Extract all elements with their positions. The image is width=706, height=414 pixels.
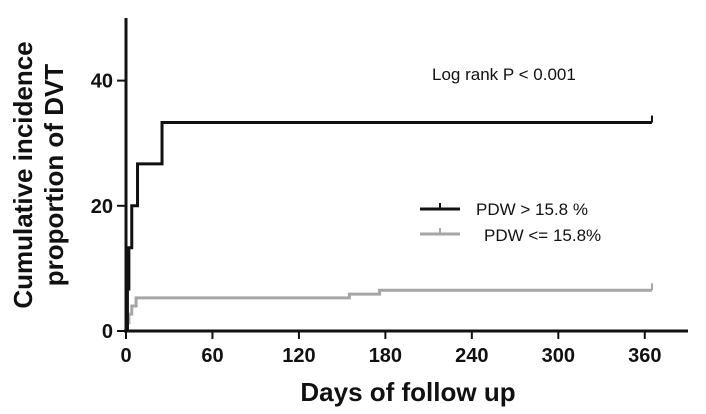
y-tick-label: 20 [91, 196, 113, 218]
legend-label-pdw-high: PDW > 15.8 % [476, 200, 588, 219]
x-tick-label: 180 [369, 345, 402, 367]
x-axis-title: Days of follow up [300, 377, 515, 407]
x-tick-label: 120 [282, 345, 315, 367]
annotation-log-rank: Log rank P < 0.001 [432, 65, 576, 84]
legend-label-pdw-low: PDW <= 15.8% [484, 226, 601, 245]
x-tick-label: 300 [542, 345, 575, 367]
axes: 0 60 120 180 240 300 360 0 20 40 [91, 18, 688, 367]
legend: PDW > 15.8 % PDW <= 15.8% [420, 200, 601, 245]
x-tick-label: 240 [455, 345, 488, 367]
y-axis-title-line-2: proportion of DVT [39, 64, 69, 287]
y-axis-title-line-1: Cumulative incidence [8, 41, 38, 308]
y-tick-label: 40 [91, 71, 113, 93]
x-tick-label: 360 [628, 345, 661, 367]
x-tick-label: 0 [120, 345, 131, 367]
x-tick-label: 60 [201, 345, 223, 367]
y-tick-label: 0 [102, 321, 113, 343]
series-line-pdw-low [125, 288, 652, 333]
series-line-pdw-high [125, 121, 652, 333]
series-layer [125, 115, 653, 333]
